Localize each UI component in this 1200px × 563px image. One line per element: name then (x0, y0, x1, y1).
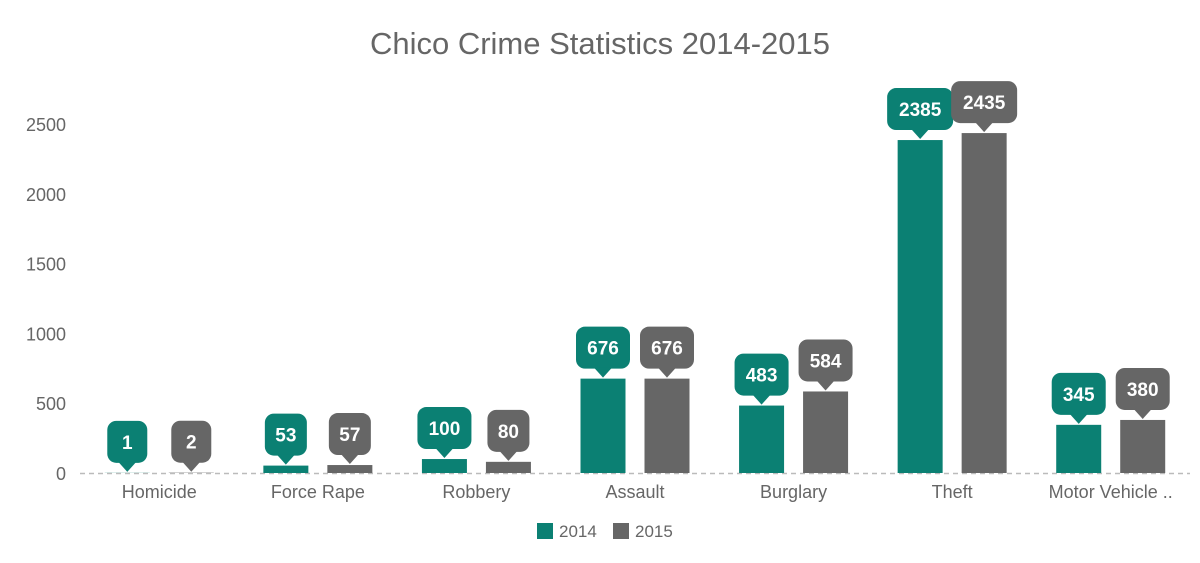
bar-2014 (1056, 424, 1102, 473)
data-label-bubble (1051, 372, 1106, 415)
x-tick-label: Robbery (442, 482, 510, 502)
data-label-pointer (276, 454, 295, 465)
data-label: 380 (1127, 380, 1159, 401)
bar-2015 (803, 391, 849, 473)
data-label-pointer (752, 394, 771, 405)
data-label: 1 (122, 433, 133, 454)
x-tick-label: Assault (605, 482, 664, 502)
x-tick-label: Burglary (760, 482, 827, 502)
data-label: 483 (746, 366, 778, 387)
data-label-pointer (182, 461, 201, 472)
bar-2015 (644, 378, 690, 473)
data-label: 345 (1063, 385, 1095, 406)
data-label: 2385 (899, 100, 942, 121)
x-tick-label: Force Rape (271, 482, 365, 502)
chart-title: Chico Crime Statistics 2014-2015 (369, 26, 831, 61)
bar-2014 (421, 459, 467, 473)
legend-label: 2015 (635, 522, 673, 541)
bar-2014 (263, 465, 309, 473)
y-tick-label: 1000 (26, 324, 66, 344)
data-label: 676 (587, 339, 619, 360)
data-label: 2435 (963, 93, 1006, 114)
bar-2015 (961, 133, 1007, 473)
data-label-pointer (1133, 408, 1152, 419)
bar-2015 (327, 465, 373, 473)
data-label-bubble (951, 81, 1018, 124)
data-label-bubble (798, 339, 853, 382)
data-label-pointer (340, 454, 359, 465)
data-label-pointer (594, 367, 612, 378)
data-label-bubble (487, 409, 530, 452)
data-label: 57 (339, 425, 360, 446)
data-label-pointer (975, 122, 994, 133)
y-tick-label: 2500 (26, 115, 66, 135)
data-label: 584 (810, 351, 842, 372)
legend-swatch-2014 (537, 523, 553, 539)
bar-2014 (897, 140, 943, 473)
data-label-pointer (435, 448, 454, 459)
data-label-bubble (328, 413, 371, 456)
y-tick-label: 500 (36, 394, 66, 414)
data-label-pointer (1069, 413, 1088, 424)
data-label-pointer (816, 380, 835, 391)
data-label-pointer (658, 367, 676, 378)
x-tick-label: Motor Vehicle .. (1049, 482, 1173, 502)
data-label-bubble (640, 326, 694, 369)
data-label-bubble (171, 420, 212, 463)
y-tick-label: 0 (56, 464, 66, 484)
bar-2014 (580, 378, 626, 473)
bar-2015 (1120, 419, 1166, 473)
data-label-bubble (264, 413, 307, 456)
data-label-bubble (1115, 367, 1170, 410)
data-label: 80 (498, 422, 519, 443)
y-tick-label: 2000 (26, 185, 66, 205)
legend-swatch-2015 (613, 523, 629, 539)
data-label: 676 (651, 339, 683, 360)
data-label-pointer (499, 450, 518, 461)
y-tick-label: 1500 (26, 255, 66, 275)
data-label-bubble (576, 326, 630, 369)
data-label: 53 (275, 426, 296, 447)
data-label-pointer (911, 129, 930, 140)
bar-2015 (485, 461, 531, 473)
data-label-bubble (107, 420, 148, 463)
data-label: 2 (186, 433, 197, 454)
bar-2014 (739, 405, 785, 473)
data-label-bubble (887, 88, 954, 131)
data-label-pointer (118, 461, 137, 472)
data-label: 100 (429, 419, 461, 440)
legend-label: 2014 (559, 522, 597, 541)
x-tick-label: Theft (932, 482, 973, 502)
data-label-bubble (734, 353, 789, 396)
data-label-bubble (417, 407, 472, 450)
x-tick-label: Homicide (122, 482, 197, 502)
